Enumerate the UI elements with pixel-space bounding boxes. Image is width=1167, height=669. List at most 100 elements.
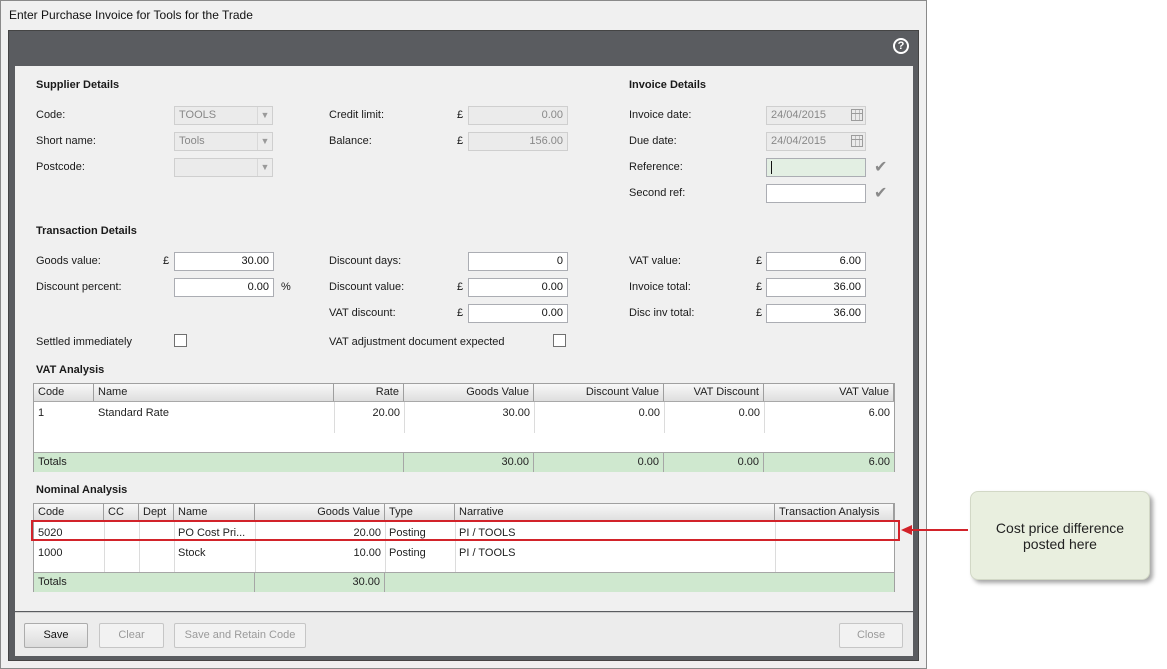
discount-percent-input[interactable]: 0.00 — [174, 278, 274, 297]
column-header[interactable]: CC — [104, 504, 139, 521]
reference-label: Reference: — [629, 161, 683, 173]
chevron-down-icon[interactable]: ▼ — [257, 159, 272, 176]
nominal-grid-header: Code CC Dept Name Goods Value Type Narra… — [34, 504, 894, 522]
invoice-date-field[interactable]: 24/04/2015 — [766, 106, 866, 125]
nominal-row-analysis[interactable] — [775, 543, 894, 563]
totals-goods: 30.00 — [404, 453, 534, 472]
column-header[interactable]: Goods Value — [404, 384, 534, 401]
vat-row-vat[interactable]: 6.00 — [868, 407, 890, 419]
vat-row-discount[interactable]: 0.00 — [638, 407, 660, 419]
vat-adjustment-checkbox[interactable] — [553, 334, 566, 347]
supplier-code-combo[interactable]: TOOLS ▼ — [174, 106, 273, 125]
vat-analysis-title: VAT Analysis — [36, 364, 105, 376]
disc-inv-total-input[interactable]: 36.00 — [766, 304, 866, 323]
goods-value-label: Goods value: — [36, 255, 101, 267]
nominal-row-narrative[interactable]: PI / TOOLS — [459, 527, 516, 539]
column-divider — [404, 402, 405, 433]
callout-text: Cost price difference posted here — [995, 519, 1125, 552]
postcode-combo[interactable]: ▼ — [174, 158, 273, 177]
close-button[interactable]: Close — [839, 623, 903, 648]
nominal-analysis-title: Nominal Analysis — [36, 484, 128, 496]
vat-row-vat-discount[interactable]: 0.00 — [738, 407, 760, 419]
vat-analysis-grid[interactable]: Code Name Rate Goods Value Discount Valu… — [33, 383, 895, 472]
supplier-code-value: TOOLS — [179, 109, 217, 121]
chevron-down-icon[interactable]: ▼ — [257, 133, 272, 150]
nominal-row-goods[interactable]: 20.00 — [353, 527, 381, 539]
column-header[interactable]: Rate — [334, 384, 404, 401]
invoice-date-value: 24/04/2015 — [771, 109, 827, 121]
vat-grid-header: Code Name Rate Goods Value Discount Valu… — [34, 384, 894, 402]
calendar-icon[interactable] — [851, 135, 863, 147]
credit-limit-label: Credit limit: — [329, 109, 385, 121]
nominal-row-dept[interactable] — [139, 543, 174, 563]
goods-value-input[interactable]: 30.00 — [174, 252, 274, 271]
chevron-down-icon[interactable]: ▼ — [257, 107, 272, 124]
nominal-row-code[interactable]: 1000 — [38, 547, 63, 559]
nominal-row-cc[interactable] — [104, 543, 139, 563]
totals-discount: 0.00 — [534, 453, 664, 472]
column-header[interactable]: Goods Value — [255, 504, 385, 521]
vat-row-name[interactable]: Standard Rate — [98, 407, 169, 419]
column-header[interactable]: Code — [34, 384, 94, 401]
currency-symbol: £ — [756, 281, 763, 293]
due-date-field[interactable]: 24/04/2015 — [766, 132, 866, 151]
short-name-combo[interactable]: Tools ▼ — [174, 132, 273, 151]
second-ref-input[interactable] — [766, 184, 866, 203]
column-divider — [775, 522, 776, 572]
vat-discount-input[interactable]: 0.00 — [468, 304, 568, 323]
balance-field: 156.00 — [468, 132, 568, 151]
column-header[interactable]: VAT Value — [764, 384, 894, 401]
column-header[interactable]: Name — [174, 504, 255, 521]
nominal-totals-row: Totals 30.00 — [34, 572, 894, 592]
totals-vat: 6.00 — [868, 456, 890, 468]
vat-row-rate[interactable]: 20.00 — [372, 407, 400, 419]
column-header[interactable]: Dept — [139, 504, 174, 521]
column-header[interactable]: Discount Value — [534, 384, 664, 401]
disc-inv-total-label: Disc inv total: — [629, 307, 695, 319]
invoice-total-input[interactable]: 36.00 — [766, 278, 866, 297]
help-icon[interactable]: ? — [893, 38, 909, 54]
code-label: Code: — [36, 109, 66, 121]
column-header[interactable]: Name — [94, 384, 334, 401]
totals-vat-discount: 0.00 — [664, 453, 764, 472]
vat-value-input[interactable]: 6.00 — [766, 252, 866, 271]
nominal-row-name[interactable]: Stock — [178, 547, 206, 559]
nominal-row-code[interactable]: 5020 — [38, 527, 63, 539]
short-name-label: Short name: — [36, 135, 96, 147]
button-bar: Save Clear Save and Retain Code Close — [15, 612, 913, 656]
purchase-invoice-window: Enter Purchase Invoice for Tools for the… — [0, 0, 927, 669]
balance-label: Balance: — [329, 135, 372, 147]
save-button[interactable]: Save — [24, 623, 88, 648]
nominal-analysis-grid[interactable]: Code CC Dept Name Goods Value Type Narra… — [33, 503, 895, 592]
column-header[interactable]: Type — [385, 504, 455, 521]
reference-input[interactable] — [766, 158, 866, 177]
column-header[interactable]: Narrative — [455, 504, 775, 521]
nominal-row-type[interactable]: Posting — [389, 527, 426, 539]
discount-value-input[interactable]: 0.00 — [468, 278, 568, 297]
save-retain-code-button[interactable]: Save and Retain Code — [174, 623, 306, 648]
due-date-value: 24/04/2015 — [771, 135, 827, 147]
calendar-icon[interactable] — [851, 109, 863, 121]
vat-row-goods[interactable]: 30.00 — [502, 407, 530, 419]
window-title: Enter Purchase Invoice for Tools for the… — [9, 8, 253, 22]
invoice-total-label: Invoice total: — [629, 281, 691, 293]
column-header[interactable]: VAT Discount — [664, 384, 764, 401]
nominal-row-type[interactable]: Posting — [389, 547, 426, 559]
second-ref-label: Second ref: — [629, 187, 686, 199]
column-divider — [334, 402, 335, 433]
settled-immediately-checkbox[interactable] — [174, 334, 187, 347]
column-divider — [104, 522, 105, 572]
column-divider — [139, 522, 140, 572]
column-header[interactable]: Code — [34, 504, 104, 521]
discount-days-input[interactable]: 0 — [468, 252, 568, 271]
currency-symbol: £ — [756, 307, 763, 319]
column-header[interactable]: Transaction Analysis — [775, 504, 894, 521]
nominal-row-goods[interactable]: 10.00 — [353, 547, 381, 559]
nominal-row-narrative[interactable]: PI / TOOLS — [459, 547, 516, 559]
nominal-row-name[interactable]: PO Cost Pri... — [178, 527, 246, 539]
clear-button[interactable]: Clear — [99, 623, 164, 648]
vat-value-label: VAT value: — [629, 255, 681, 267]
vat-row-code[interactable]: 1 — [38, 407, 45, 419]
vat-discount-label: VAT discount: — [329, 307, 396, 319]
vat-adjustment-label: VAT adjustment document expected — [329, 336, 505, 348]
